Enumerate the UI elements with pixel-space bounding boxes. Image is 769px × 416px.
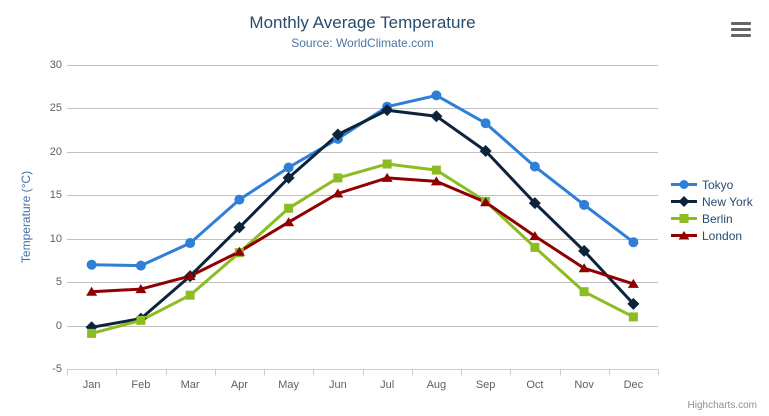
series-line-berlin[interactable]	[90, 162, 635, 335]
y-axis-label: -5	[52, 363, 62, 375]
data-point-berlin[interactable]	[87, 328, 97, 338]
credits-link[interactable]: Highcharts.com	[687, 400, 757, 411]
y-axis-label: 10	[49, 232, 62, 245]
data-point-london[interactable]	[86, 286, 98, 296]
x-axis-label: Sep	[475, 379, 496, 391]
data-point-berlin[interactable]	[382, 159, 392, 169]
data-point-new-york[interactable]	[381, 104, 394, 117]
data-point-london[interactable]	[233, 246, 245, 256]
data-point-berlin[interactable]	[579, 287, 589, 297]
data-point-london[interactable]	[578, 263, 590, 273]
x-axis-label: Dec	[623, 379, 644, 391]
data-point-tokyo[interactable]	[431, 90, 442, 101]
x-axis-label: Jan	[82, 379, 101, 391]
legend-label: New York	[702, 194, 753, 209]
hamburger-bar	[731, 28, 751, 31]
legend-label: London	[702, 228, 743, 243]
x-axis-label: Nov	[574, 379, 594, 391]
circle-icon	[679, 180, 689, 189]
data-point-london[interactable]	[627, 278, 639, 288]
data-point-london[interactable]	[283, 217, 295, 227]
legend-label: Tokyo	[702, 177, 734, 192]
data-point-new-york[interactable]	[528, 197, 541, 210]
square-legend-marker-icon	[671, 214, 697, 223]
x-axis-label: Jul	[380, 379, 395, 391]
data-point-berlin[interactable]	[333, 173, 343, 183]
x-axis-label: Mar	[180, 379, 200, 391]
square-icon	[679, 214, 689, 223]
y-axis-label: 0	[55, 319, 62, 332]
data-point-tokyo[interactable]	[480, 118, 491, 129]
data-point-berlin[interactable]	[628, 312, 638, 322]
x-axis-label: Aug	[426, 379, 447, 391]
data-point-tokyo[interactable]	[628, 237, 639, 248]
data-point-berlin[interactable]	[431, 165, 441, 175]
data-point-berlin[interactable]	[136, 315, 146, 325]
legend-item-tokyo[interactable]: Tokyo	[671, 176, 753, 193]
x-axis-label: May	[278, 379, 300, 391]
data-point-london[interactable]	[184, 271, 196, 281]
hamburger-bar	[731, 34, 751, 37]
data-point-tokyo[interactable]	[234, 194, 245, 205]
data-point-tokyo[interactable]	[86, 259, 97, 270]
legend-item-new-york[interactable]: New York	[671, 193, 753, 210]
y-axis-label: 15	[49, 189, 62, 202]
data-point-tokyo[interactable]	[579, 199, 590, 210]
series-line-new-york[interactable]	[90, 108, 635, 329]
data-point-tokyo[interactable]	[135, 260, 146, 271]
triangle-legend-marker-icon	[671, 231, 697, 240]
chart-subtitle: Source: WorldClimate.com	[291, 36, 434, 50]
data-point-new-york[interactable]	[479, 144, 492, 157]
legend-label: Berlin	[702, 211, 733, 226]
data-point-berlin[interactable]	[530, 242, 540, 252]
x-axis-label: Apr	[230, 379, 248, 391]
x-axis-label: Jun	[329, 379, 347, 391]
legend: Tokyo New York Berlin London	[671, 176, 753, 244]
data-point-new-york[interactable]	[282, 171, 295, 184]
diamond-legend-marker-icon	[671, 196, 697, 207]
data-point-new-york[interactable]	[430, 110, 443, 123]
data-point-berlin[interactable]	[284, 203, 294, 213]
data-point-tokyo[interactable]	[529, 161, 540, 172]
hamburger-bar	[731, 22, 751, 25]
circle-legend-marker-icon	[671, 180, 697, 189]
data-point-tokyo[interactable]	[185, 238, 196, 249]
legend-item-berlin[interactable]: Berlin	[671, 210, 753, 227]
triangle-icon	[678, 231, 690, 240]
series-line-london[interactable]	[90, 176, 635, 294]
data-point-london[interactable]	[381, 172, 393, 182]
data-point-new-york[interactable]	[233, 221, 246, 234]
x-axis-label: Feb	[131, 379, 151, 391]
diamond-icon	[678, 196, 690, 207]
data-point-new-york[interactable]	[331, 128, 344, 141]
data-point-tokyo[interactable]	[283, 162, 294, 173]
x-axis-label: Oct	[526, 379, 544, 391]
data-point-berlin[interactable]	[185, 290, 195, 300]
data-point-new-york[interactable]	[627, 297, 640, 310]
y-axis-label: 5	[55, 276, 62, 289]
y-axis-label: 25	[49, 102, 62, 115]
data-point-london[interactable]	[529, 231, 541, 241]
chart-title: Monthly Average Temperature	[249, 13, 476, 32]
hamburger-icon[interactable]	[731, 22, 751, 37]
data-point-london[interactable]	[480, 197, 492, 207]
data-point-new-york[interactable]	[578, 244, 591, 257]
data-point-london[interactable]	[135, 284, 147, 294]
data-point-london[interactable]	[332, 188, 344, 198]
data-point-london[interactable]	[430, 176, 442, 186]
y-axis-label: 20	[49, 145, 62, 158]
legend-item-london[interactable]: London	[671, 227, 753, 244]
y-axis-label: 30	[49, 59, 62, 71]
